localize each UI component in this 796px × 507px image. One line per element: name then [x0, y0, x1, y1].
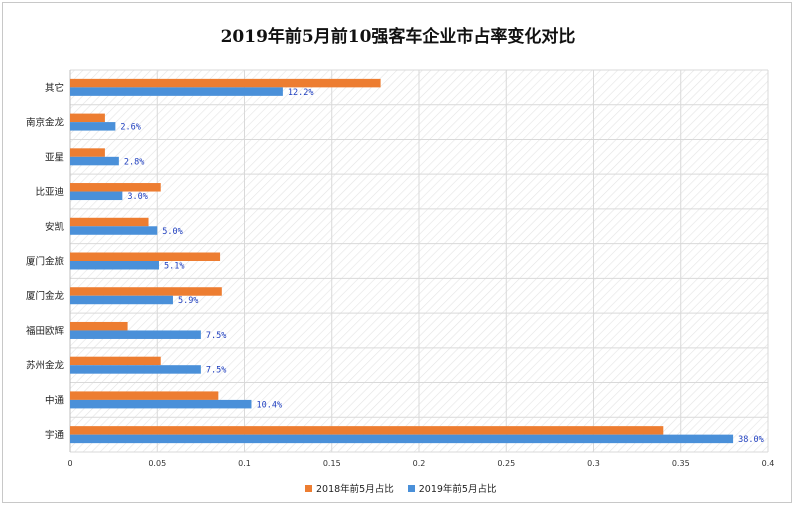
bar-2019 [70, 399, 252, 409]
data-label-2019: 38.0% [738, 435, 764, 445]
bar-2018 [70, 252, 221, 261]
x-tick-label: 0 [67, 459, 72, 468]
category-label: 南京金龙 [26, 117, 65, 129]
data-label-2019: 10.4% [256, 400, 282, 410]
data-label-2019: 7.5% [206, 331, 226, 341]
bar-2018 [70, 391, 219, 400]
category-label: 厦门金龙 [26, 290, 65, 302]
x-tick-label: 0.15 [323, 459, 341, 468]
x-tick-label: 0.25 [497, 459, 515, 468]
category-label: 中通 [45, 394, 65, 406]
legend-item-2018: 2018年前5月占比 [305, 481, 394, 495]
bar-2018 [70, 113, 105, 123]
x-tick-label: 0.05 [148, 459, 166, 468]
category-label: 比亚迪 [35, 186, 64, 198]
legend-label-2018: 2018年前5月占比 [316, 484, 394, 495]
bar-2018 [70, 321, 128, 331]
category-label: 福田欧辉 [26, 325, 65, 337]
legend-item-2019: 2019年前5月占比 [407, 481, 497, 495]
bar-2019 [70, 122, 116, 131]
bar-2018 [70, 148, 105, 157]
bar-2018 [70, 217, 149, 227]
bar-2019 [70, 261, 159, 270]
bar-2018 [70, 426, 664, 435]
chart-title: 2019年前5月前10强客车企业市占率变化对比 [220, 27, 576, 47]
x-tick-label: 0.35 [672, 459, 690, 468]
data-label-2019: 5.0% [162, 227, 182, 237]
data-label-2019: 5.1% [164, 262, 184, 272]
data-label-2019: 5.9% [178, 296, 198, 306]
legend-swatch-2018 [305, 484, 312, 492]
bar-2018 [70, 183, 161, 192]
category-label: 厦门金旅 [26, 256, 65, 268]
category-label: 安凯 [45, 221, 65, 233]
bar-2018 [70, 356, 161, 366]
data-label-2019: 7.5% [206, 366, 226, 376]
data-label-2019: 12.2% [288, 88, 314, 98]
bar-2019 [70, 156, 119, 166]
category-label: 其它 [45, 82, 64, 94]
category-label: 亚星 [45, 152, 64, 163]
x-tick-label: 0.3 [587, 459, 600, 468]
bar-2019 [70, 365, 201, 374]
bar-2019 [70, 191, 123, 201]
legend-label-2019: 2019年前5月占比 [418, 484, 497, 495]
category-label: 苏州金龙 [26, 360, 65, 372]
bar-2019 [70, 434, 734, 444]
x-tick-label: 0.1 [238, 459, 251, 468]
legend-swatch-2019 [407, 484, 415, 492]
bar-2019 [70, 226, 158, 235]
category-label: 宇通 [45, 429, 65, 441]
bar-2018 [70, 287, 222, 296]
x-tick-label: 0.4 [762, 459, 775, 468]
data-label-2019: 2.6% [120, 123, 140, 133]
bar-2019 [70, 87, 283, 96]
x-tick-label: 0.2 [413, 459, 426, 468]
data-label-2019: 3.0% [127, 192, 147, 202]
data-label-2019: 2.8% [124, 157, 144, 167]
bar-2018 [70, 78, 381, 88]
legend: 2018年前5月占比 2019年前5月占比 [305, 481, 496, 495]
bar-2019 [70, 295, 173, 305]
bar-2019 [70, 330, 201, 339]
